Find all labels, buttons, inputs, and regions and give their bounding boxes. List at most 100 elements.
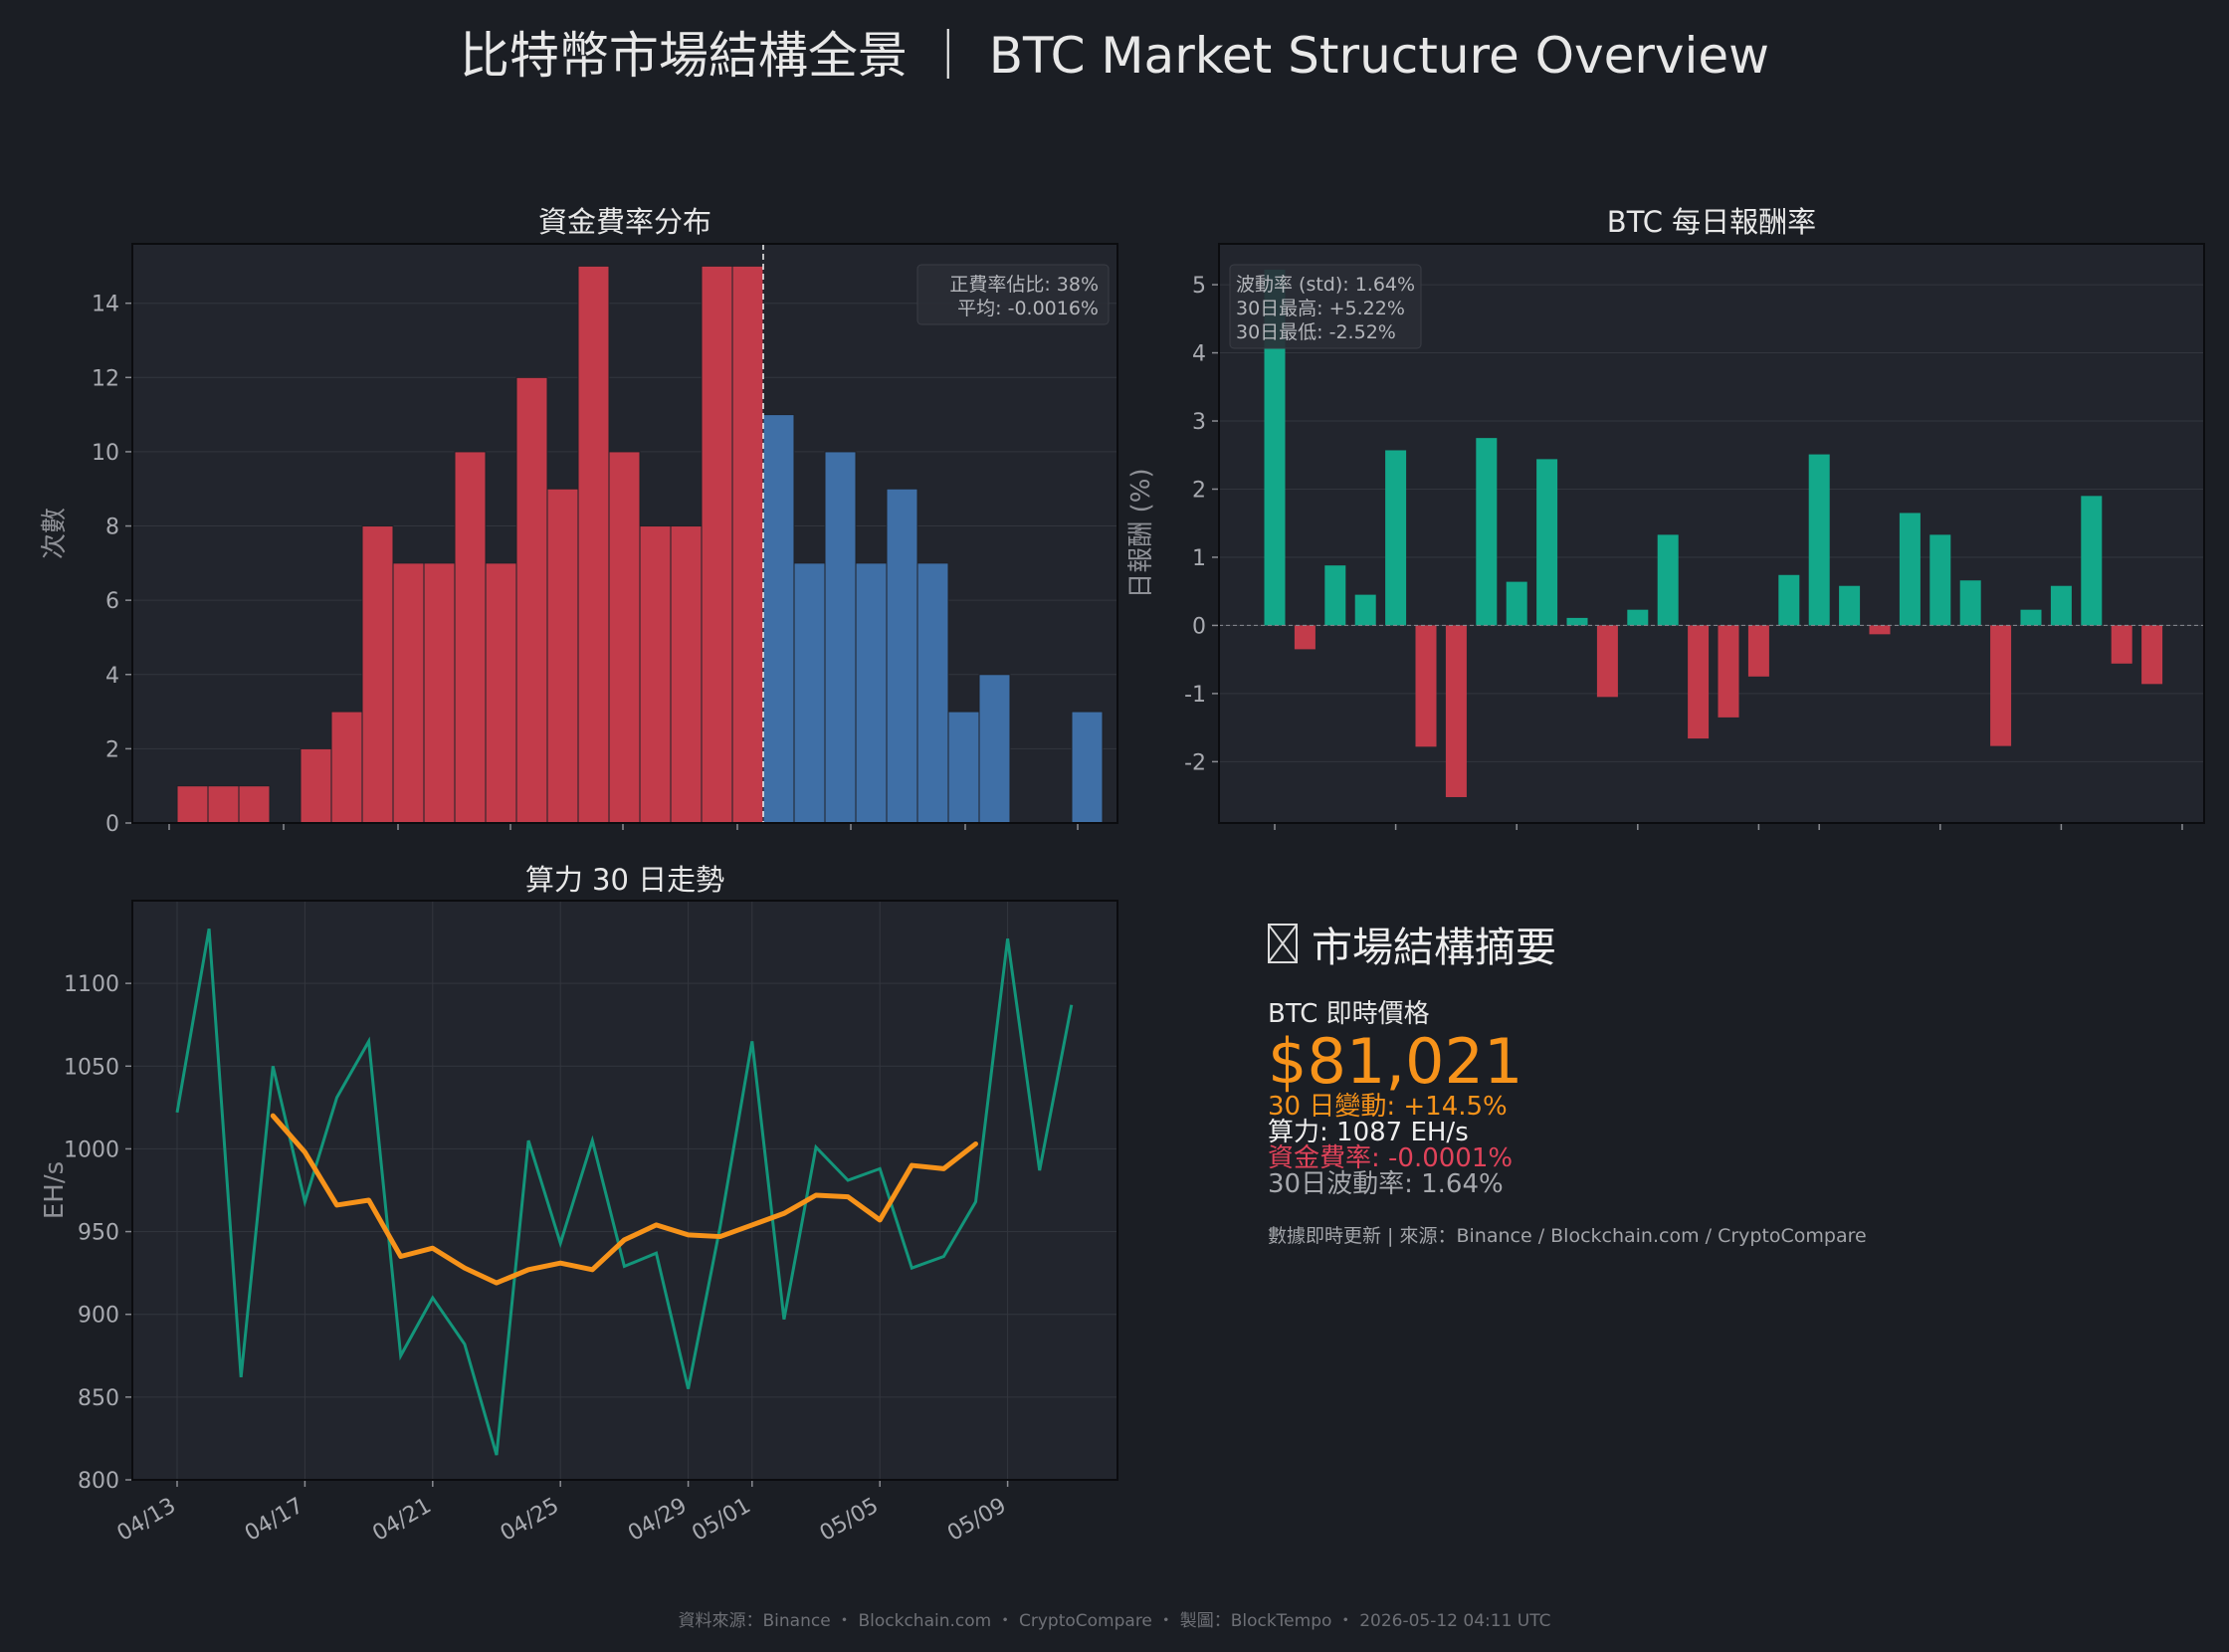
returns-bar: [1627, 609, 1649, 626]
returns-bar: [1899, 513, 1921, 626]
hist-bar: [238, 785, 271, 824]
returns-bar: [1294, 625, 1316, 650]
hist-bar: [947, 711, 980, 824]
hash-xtick-label: 04/21: [368, 1494, 435, 1547]
returns-ytick-label: 3: [1192, 410, 1206, 435]
returns-ytick-label: -2: [1184, 750, 1206, 775]
hist-bar: [701, 265, 733, 824]
hist-bar: [423, 562, 456, 824]
returns-bar: [1415, 625, 1437, 747]
returns-bar: [1839, 585, 1861, 626]
hist-bar: [207, 785, 240, 824]
returns-bar: [1566, 617, 1588, 626]
hash-xtick-label: 05/09: [943, 1494, 1010, 1547]
returns-bar: [1385, 450, 1407, 626]
hist-title: 資金費率分布: [537, 205, 711, 239]
hist-ytick-label: 8: [105, 516, 119, 540]
returns-info-box-bg: [1229, 264, 1422, 349]
hist-info-line: 正費率佔比: 38%: [949, 274, 1099, 296]
hash-xtick-label: 05/05: [816, 1494, 883, 1547]
sources-line: 數據即時更新 | 來源：Binance / Blockchain.com / C…: [1268, 1225, 1867, 1247]
returns-info-line: 30日最高: +5.22%: [1236, 298, 1405, 319]
returns-bar: [1596, 625, 1618, 698]
returns-bar: [1476, 438, 1498, 626]
hist-bar: [485, 562, 517, 824]
hist-bar: [392, 562, 425, 824]
hist-bar: [793, 562, 826, 824]
hist-bar: [577, 265, 610, 824]
change-30d: 30 日變動: +14.5%: [1268, 1092, 1508, 1122]
hist-bar: [1071, 711, 1104, 824]
hist-bar: [731, 265, 764, 824]
hist-bar: [515, 376, 548, 824]
daily-returns-chart: -2 -1 0 1 2 3 4 5 日報酬 (%) 波動率 (std): 1.64%30日最高: …: [1126, 243, 2205, 830]
hist-ylabel: 次數: [40, 508, 70, 559]
hash-xtick-label: 05/01: [688, 1494, 754, 1547]
hist-bar: [762, 414, 795, 824]
missing-glyph-icon: [1268, 924, 1298, 963]
returns-bar: [2141, 625, 2163, 685]
hash-ytick-label: 950: [78, 1221, 119, 1246]
hist-info-box-bg: [916, 264, 1110, 325]
returns-bar: [1324, 565, 1346, 626]
returns-ytick-label: 1: [1192, 546, 1206, 571]
returns-ytick-label: -1: [1184, 683, 1206, 708]
returns-ytick-label: 0: [1192, 614, 1206, 639]
returns-info-line: 波動率 (std): 1.64%: [1236, 274, 1415, 296]
returns-bar: [1869, 625, 1891, 635]
hash-ytick-label: 900: [78, 1304, 119, 1329]
hash-frame: [131, 900, 1118, 1481]
returns-bar: [2020, 609, 2042, 626]
returns-bar: [1657, 534, 1679, 626]
returns-bar: [1808, 454, 1830, 626]
hist-ytick-label: 0: [105, 812, 119, 837]
hist-ytick-label: 12: [92, 366, 119, 391]
hash-plot-area: [132, 901, 1117, 1480]
returns-bar: [1959, 580, 1981, 626]
hash-xtick-label: 04/29: [624, 1494, 691, 1547]
footer-credits: 資料來源：Binance ・ Blockchain.com ・ CryptoCo…: [678, 1611, 1551, 1631]
hash-xtick-label: 04/17: [241, 1494, 307, 1547]
market-summary-panel: 市場結構摘要 BTC 即時價格 $81,021 30 日變動: +14.5% 算…: [1268, 914, 2163, 1248]
returns-bar: [1990, 625, 2012, 746]
hist-frame: [131, 243, 1118, 824]
returns-bar: [1929, 534, 1951, 626]
returns-bar: [1778, 574, 1800, 626]
hashrate-daily-line: [175, 929, 1074, 1456]
returns-bar: [1718, 625, 1739, 718]
returns-info-line: 30日最低: -2.52%: [1236, 321, 1396, 343]
hist-ytick-label: 6: [105, 589, 119, 614]
returns-ytick-label: 4: [1192, 342, 1206, 367]
returns-ylabel: 日報酬 (%): [1126, 468, 1156, 598]
hist-info-box: 正費率佔比: 38%平均: -0.0016%: [916, 264, 1110, 325]
hist-bar: [824, 451, 857, 824]
hist-bar: [300, 747, 332, 824]
page-title: 比特幣市場結構全景 ｜ BTC Market Structure Overvie…: [459, 27, 1770, 85]
hash-ytick-label: 1000: [64, 1137, 119, 1162]
hist-bar: [176, 785, 209, 824]
price-value: $81,021: [1268, 1025, 1523, 1098]
hist-info-line: 平均: -0.0016%: [957, 298, 1099, 319]
hash-ytick-label: 1100: [64, 972, 119, 997]
returns-bar: [1536, 459, 1558, 626]
hist-bar: [361, 525, 394, 824]
price-label: BTC 即時價格: [1268, 999, 1430, 1029]
hashrate-moving-average-line: [270, 1113, 978, 1286]
hash-xtick-label: 04/13: [113, 1494, 180, 1547]
returns-bar: [1747, 625, 1769, 677]
returns-bar: [2050, 585, 2072, 626]
returns-bar: [2081, 496, 2103, 626]
returns-bar: [1354, 594, 1376, 626]
summary-title-text: 市場結構摘要: [1312, 924, 1556, 971]
hashrate-title: 算力 30 日走勢: [524, 863, 725, 897]
hashrate-line-chart: 800 850 900 950 1000 1050 1100 EH/s 04/13 04/17 04…: [40, 900, 1118, 1547]
returns-bar: [1688, 625, 1710, 739]
hist-bar: [978, 674, 1011, 824]
returns-info-box: 波動率 (std): 1.64%30日最高: +5.22%30日最低: -2.5…: [1229, 264, 1422, 349]
hist-bar: [886, 488, 918, 824]
volatility-stat: 30日波動率: 1.64%: [1268, 1169, 1504, 1199]
hist-bar: [454, 451, 487, 824]
hist-bar: [608, 451, 641, 824]
hist-ytick-label: 2: [105, 737, 119, 762]
